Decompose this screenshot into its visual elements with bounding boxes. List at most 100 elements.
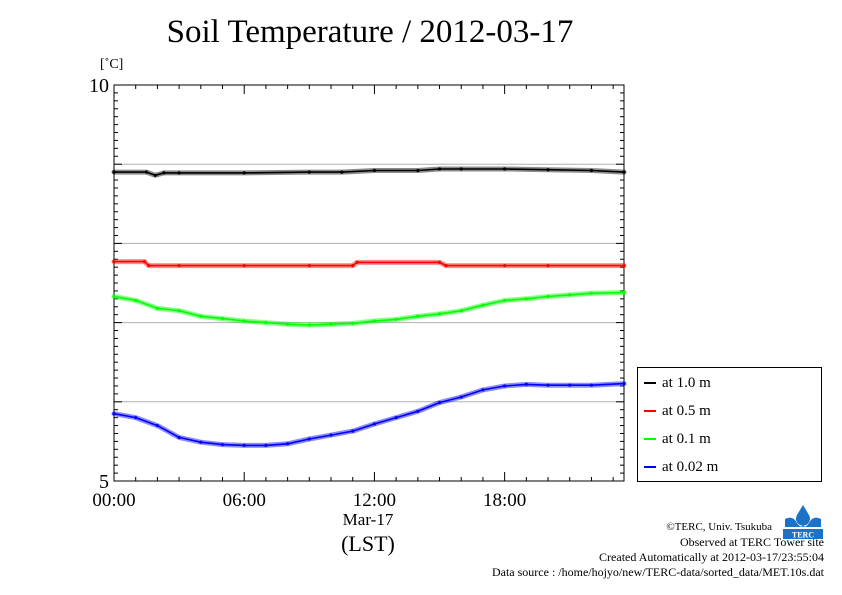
data-point: [162, 171, 166, 175]
data-point: [444, 263, 448, 268]
data-point: [589, 168, 594, 173]
data-point: [503, 167, 507, 171]
x-tick-label: 18:00: [483, 490, 526, 511]
data-point: [622, 170, 626, 174]
data-point: [351, 429, 355, 433]
source-text: Data source : /home/hojyo/new/TERC-data/…: [491, 565, 824, 579]
data-point: [134, 298, 138, 303]
legend-item: at 1.0 m: [644, 372, 711, 394]
data-point: [220, 442, 225, 447]
data-point: [142, 260, 146, 264]
logo-text: TERC: [792, 531, 814, 540]
data-point: [177, 171, 181, 175]
legend-swatch: [644, 382, 656, 384]
data-point: [416, 168, 420, 173]
terc-logo: TERC: [783, 503, 823, 539]
series-line: [113, 382, 625, 447]
data-point: [307, 263, 311, 268]
data-point: [307, 170, 311, 174]
x-axis-label: (LST): [341, 531, 395, 556]
x-tick-label: 12:00: [353, 490, 396, 511]
data-point: [147, 263, 151, 268]
data-point: [416, 314, 420, 318]
data-point: [546, 168, 550, 172]
data-point: [589, 291, 594, 295]
data-point: [372, 319, 377, 323]
y-tick-label: 5: [99, 471, 109, 493]
data-point: [568, 293, 572, 297]
data-point: [112, 170, 116, 174]
data-point: [112, 412, 116, 416]
legend-item: at 0.1 m: [644, 428, 711, 450]
data-point: [524, 382, 528, 386]
data-point: [437, 312, 442, 316]
chart-title: Soil Temperature / 2012-03-17: [166, 14, 574, 50]
data-point: [459, 309, 463, 313]
series-band: [111, 381, 627, 448]
data-point: [524, 297, 528, 301]
data-point: [329, 322, 333, 326]
plot-frame: [113, 84, 625, 482]
x-date-label: Mar-17: [342, 510, 394, 529]
data-point: [589, 383, 594, 387]
data-point: [112, 260, 116, 264]
data-point: [622, 263, 626, 268]
legend-label: at 0.1 m: [662, 430, 711, 447]
data-point: [307, 437, 311, 441]
data-point: [199, 314, 203, 318]
data-point: [264, 321, 268, 325]
data-point: [546, 383, 550, 387]
created-text: Created Automatically at 2012-03-17/23:5…: [599, 550, 824, 564]
data-point: [394, 317, 398, 322]
data-point: [264, 443, 268, 447]
legend-label: at 1.0 m: [662, 374, 711, 391]
x-tick-label: 06:00: [223, 490, 266, 511]
data-point: [622, 290, 626, 295]
data-point: [242, 263, 246, 268]
data-point: [155, 306, 160, 310]
data-point: [242, 171, 246, 175]
y-tick-label: 10: [89, 75, 109, 97]
data-point: [177, 435, 181, 440]
data-point: [622, 381, 626, 386]
site-text: Observed at TERC Tower site: [679, 535, 824, 549]
data-point: [503, 384, 507, 388]
legend-item: at 0.5 m: [644, 400, 711, 422]
data-point: [394, 416, 398, 420]
data-point: [286, 442, 290, 446]
data-point: [503, 298, 507, 303]
data-point: [199, 440, 203, 444]
data-point: [351, 263, 355, 268]
legend-swatch: [644, 438, 656, 440]
legend-label: at 0.5 m: [662, 402, 711, 419]
data-point: [329, 433, 333, 437]
copyright-text: ©TERC, Univ. Tsukuba: [666, 521, 772, 533]
data-point: [155, 423, 160, 428]
data-point: [242, 319, 246, 323]
data-point: [112, 294, 116, 299]
data-point: [503, 263, 507, 268]
legend-item: at 0.02 m: [644, 456, 718, 478]
y-unit-label: [˚C]: [100, 57, 124, 72]
data-point: [286, 322, 290, 326]
data-point: [568, 383, 572, 387]
data-point: [220, 317, 225, 321]
data-point: [242, 443, 246, 447]
data-point: [481, 388, 485, 392]
legend-swatch: [644, 410, 656, 412]
data-point: [459, 395, 463, 399]
legend-swatch: [644, 466, 656, 468]
data-point: [546, 263, 550, 268]
series-line: [113, 291, 625, 326]
data-point: [372, 168, 377, 173]
data-point: [416, 409, 420, 413]
data-point: [481, 303, 485, 307]
data-point: [355, 260, 359, 265]
x-tick-label: 00:00: [92, 490, 135, 511]
data-point: [144, 170, 149, 174]
data-point: [177, 263, 181, 268]
data-point: [177, 309, 181, 313]
data-point: [437, 400, 442, 405]
data-point: [437, 260, 442, 265]
data-point: [351, 321, 355, 325]
